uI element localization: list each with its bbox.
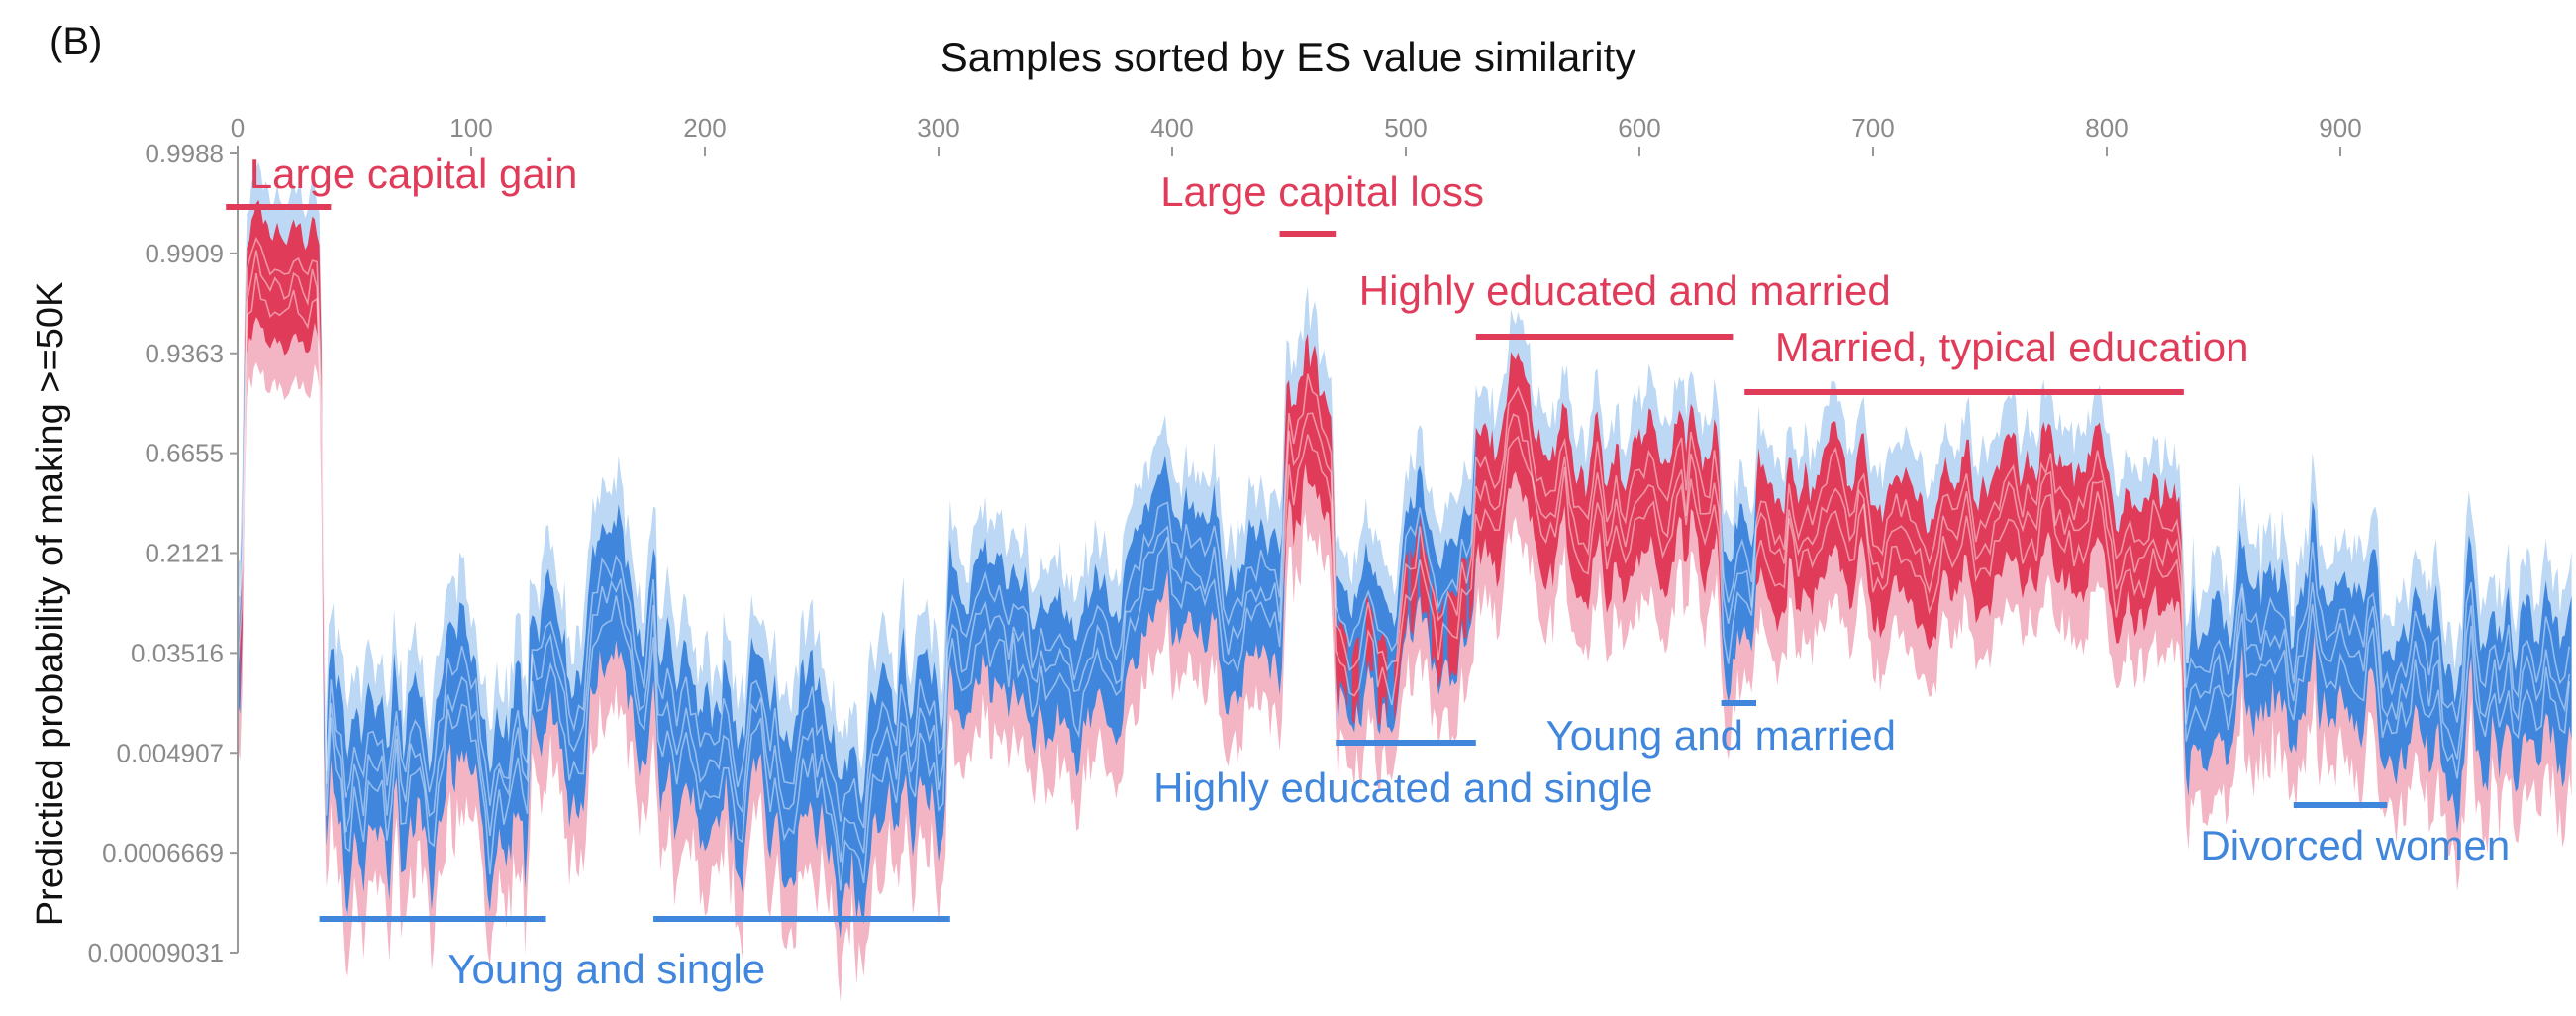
- x-tick-label: 800: [2085, 113, 2128, 143]
- y-tick-label: 0.004907: [117, 738, 224, 767]
- band-red-patch: [240, 264, 252, 708]
- annotation-label: Highly educated and single: [1153, 764, 1652, 811]
- y-tick-label: 0.6655: [145, 439, 224, 468]
- x-tick-label: 0: [231, 113, 245, 143]
- chart-title: Samples sorted by ES value similarity: [941, 34, 1636, 80]
- annotation-label: Married, typical education: [1775, 324, 2249, 370]
- annotation-label: Large capital loss: [1160, 168, 1484, 215]
- annotation-label: Young and single: [447, 946, 765, 992]
- band-strand: [237, 273, 2571, 891]
- y-tick-label: 0.9988: [145, 139, 224, 168]
- band-core: [1475, 352, 1722, 627]
- annotation-label: Highly educated and married: [1359, 267, 1891, 314]
- y-tick-label: 0.2121: [145, 539, 224, 568]
- band-red-patch: [1365, 594, 1373, 675]
- annotation-label: Large capital gain: [249, 151, 578, 197]
- x-tick-label: 100: [449, 113, 492, 143]
- panel-label: (B): [50, 20, 102, 63]
- y-axis-label: Predictied probability of making >=50K: [30, 282, 71, 927]
- y-tick-label: 0.03516: [131, 638, 224, 667]
- band-red-patch: [1420, 514, 1430, 635]
- band-red-patch: [1468, 465, 1488, 625]
- band-red-patch: [1336, 614, 1347, 716]
- x-tick-label: 600: [1618, 113, 1660, 143]
- band-red-patch: [1394, 550, 1409, 722]
- x-tick-label: 500: [1384, 113, 1427, 143]
- band-core: [238, 341, 246, 714]
- annotation-label: Divorced women: [2200, 822, 2510, 868]
- band-core: [1756, 421, 2184, 724]
- band-strand: [237, 250, 2571, 863]
- band-core: [1721, 484, 1756, 703]
- y-tick-label: 0.9909: [145, 239, 224, 268]
- y-tick-label: 0.0006669: [102, 838, 224, 867]
- y-tick-label: 0.9363: [145, 339, 224, 368]
- x-tick-label: 900: [2319, 113, 2361, 143]
- annotations: Large capital gain Large capital loss High…: [226, 151, 2510, 992]
- band-strand: [237, 236, 2571, 829]
- band-red-patch: [1377, 633, 1388, 726]
- band-core: [2183, 500, 2572, 834]
- annotation-label: Young and married: [1546, 712, 1896, 759]
- x-tick-label: 700: [1851, 113, 1894, 143]
- x-tick-label: 200: [683, 113, 726, 143]
- probability-bands: [237, 161, 2572, 1002]
- band-core: [1284, 333, 1337, 681]
- band-red-patch: [1410, 520, 1418, 636]
- band-core: [245, 199, 325, 739]
- y-tick-label: 0.00009031: [88, 938, 224, 967]
- band-red-patch: [1447, 558, 1467, 679]
- band-red-patch: [1351, 636, 1359, 725]
- band-core: [324, 454, 1285, 939]
- band-red-patch: [1432, 582, 1443, 688]
- x-tick-label: 400: [1150, 113, 1193, 143]
- x-tick-label: 300: [917, 113, 959, 143]
- axes: 0.9988 0.9909 0.9363 0.6655 0.2121 0.03516 0.0…: [88, 113, 2362, 967]
